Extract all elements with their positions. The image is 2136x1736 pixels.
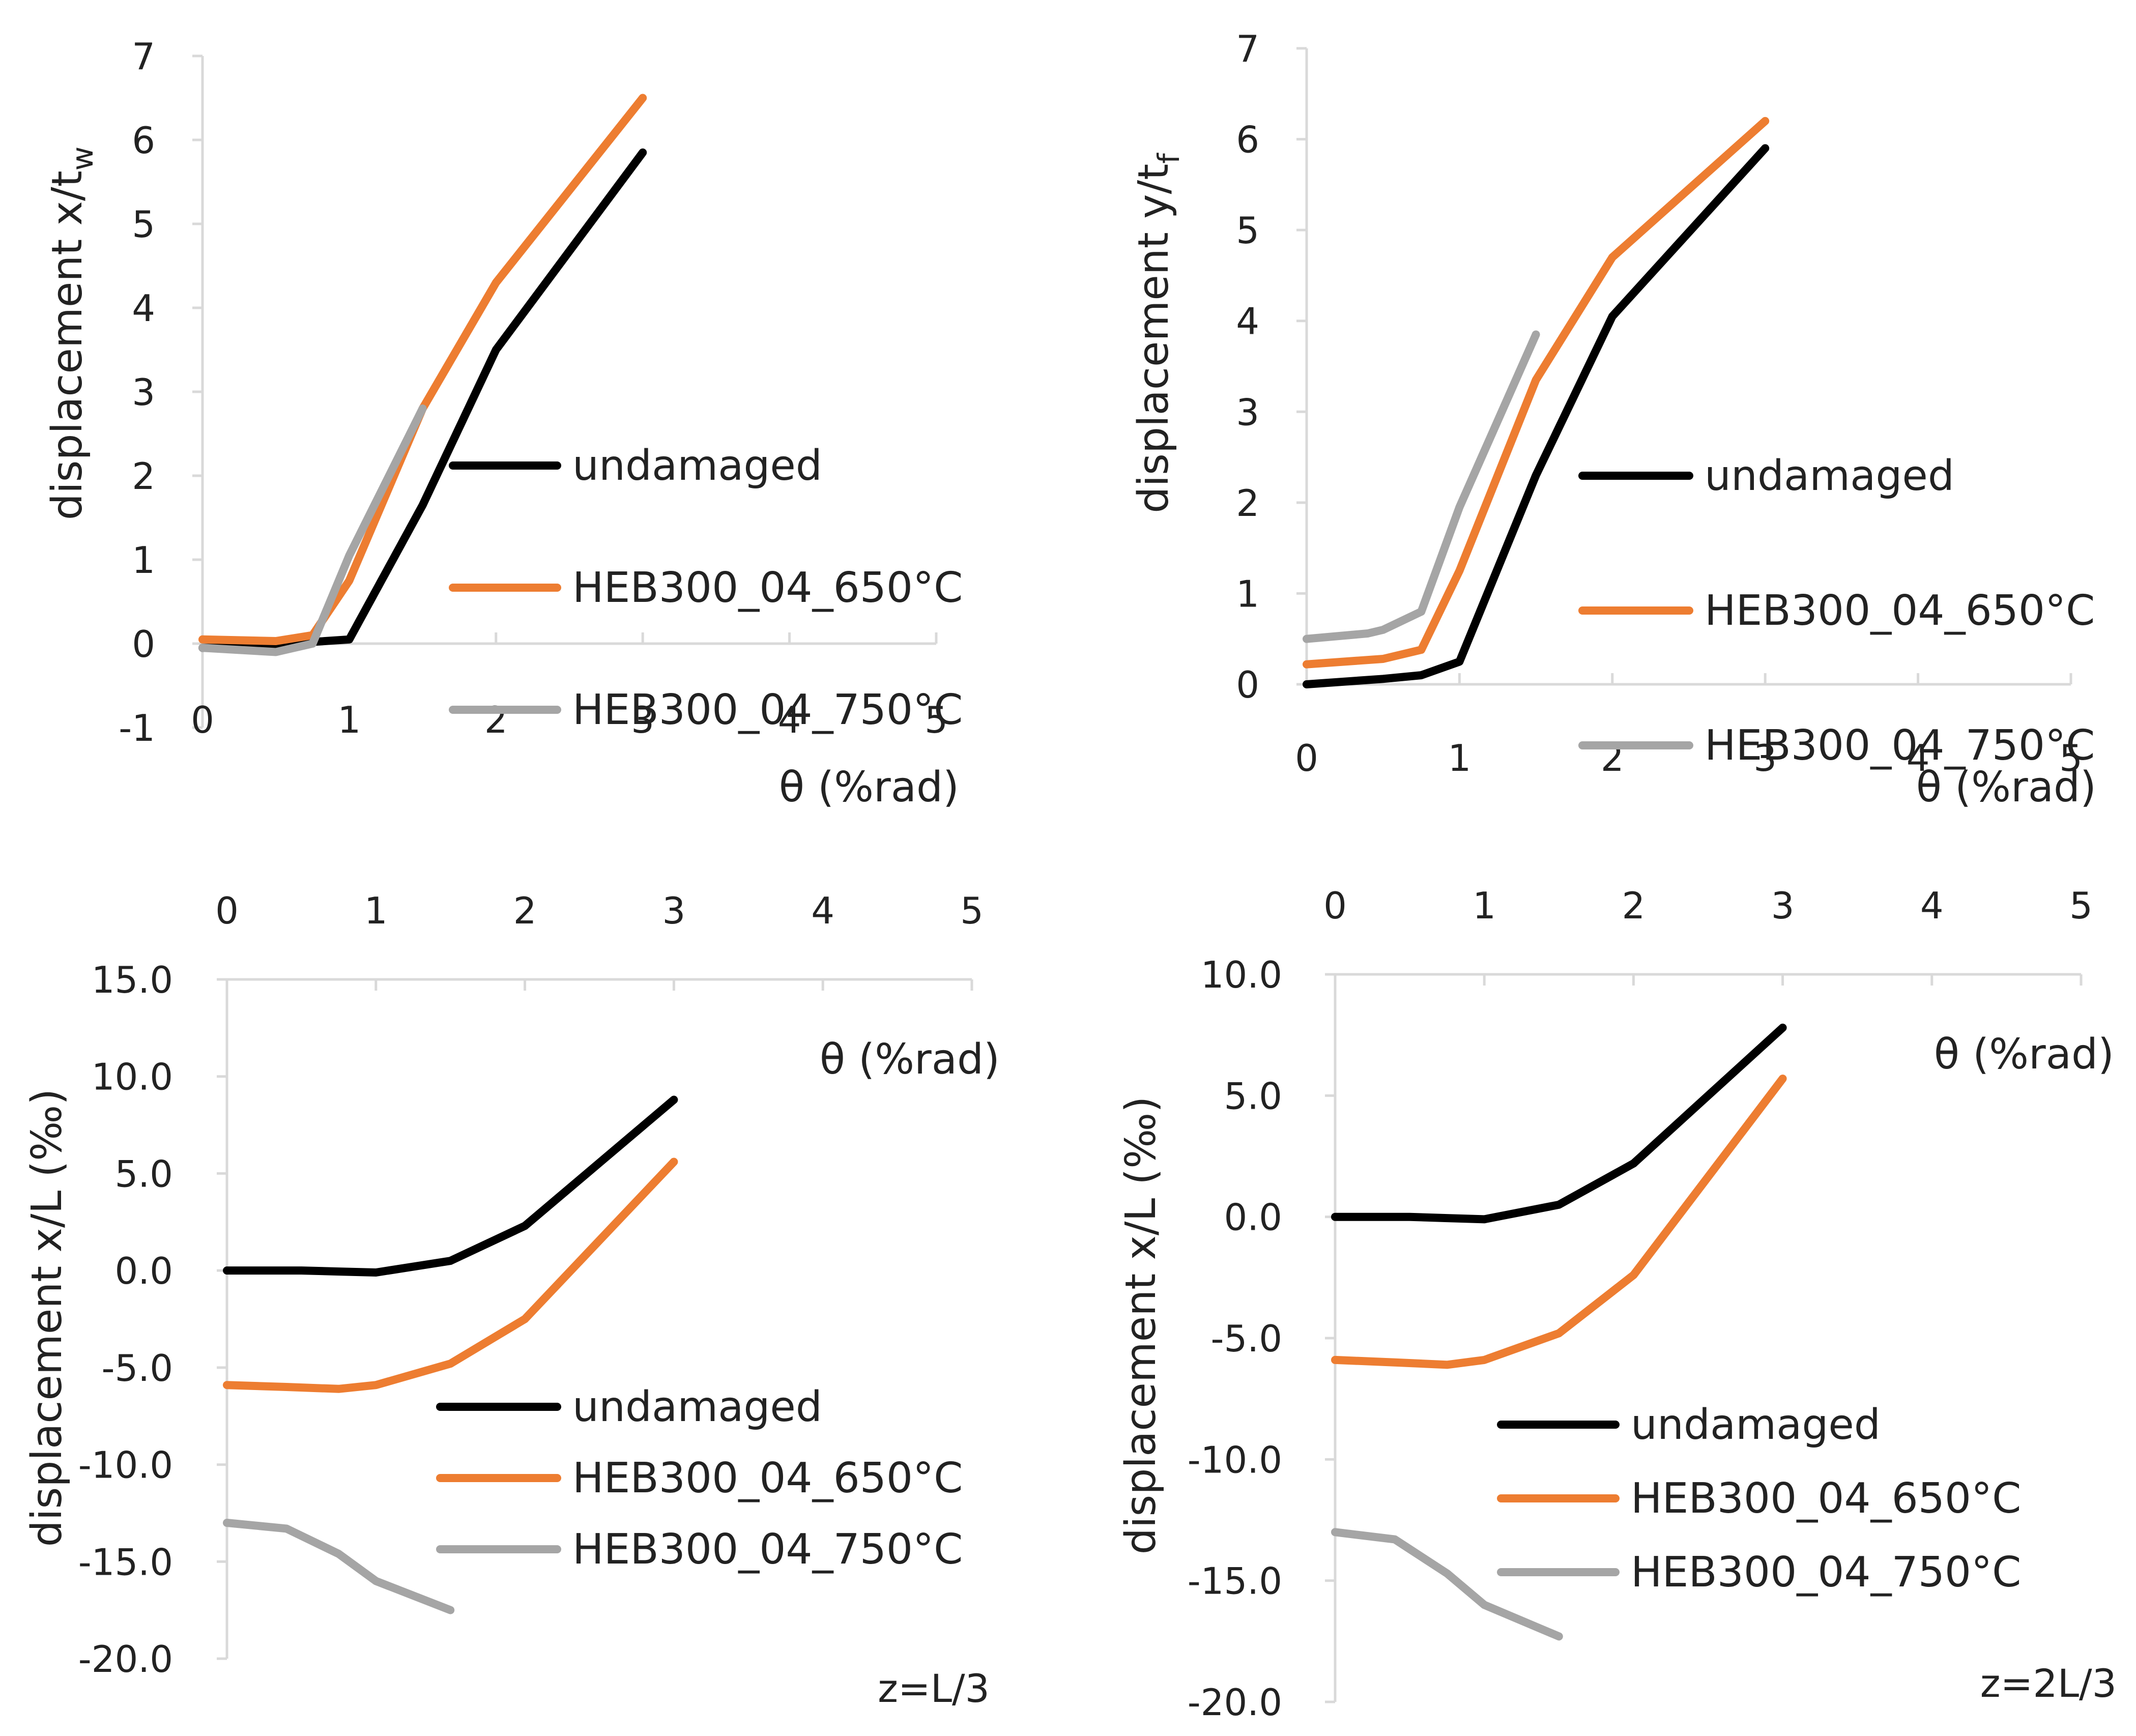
- y-tick-label: 5.0: [114, 1152, 173, 1195]
- legend-label-650: HEB300_04_650°C: [1705, 587, 2095, 635]
- y-tick-label: 6: [132, 119, 155, 162]
- y-tick-label: -10.0: [1188, 1438, 1282, 1481]
- y-tick-label: -10.0: [78, 1444, 173, 1487]
- y-tick-label: 5: [132, 203, 155, 246]
- series-line-undamaged: [1303, 144, 1770, 688]
- series-line-750: [1331, 1528, 1563, 1641]
- series-line-undamaged: [223, 1095, 678, 1277]
- series-line-750: [223, 1519, 455, 1614]
- legend-label-undamaged: undamaged: [1705, 452, 1954, 500]
- y-tick-label: 5: [1236, 209, 1259, 252]
- y-tick-label: 7: [1236, 27, 1259, 70]
- panel-annotation: z=2L/3: [1980, 1661, 2117, 1706]
- x-tick-label: 5: [960, 889, 984, 932]
- x-tick-label: 3: [631, 699, 654, 741]
- series-line-750: [1303, 330, 1540, 643]
- x-tick-label: 5: [925, 699, 948, 741]
- panel-bottom-right: -20.0 -15.0 -10.0 -5.0 0.0 5.0 10.0 0 1 2 3 4 5 θ (%r…: [1117, 884, 2117, 1724]
- series-line-undamaged: [1331, 1023, 1787, 1224]
- y-tick-label: -5.0: [102, 1347, 173, 1390]
- y-tick-label: -15.0: [1188, 1560, 1282, 1603]
- legend-label-650: HEB300_04_650°C: [1631, 1474, 2021, 1523]
- legend-label-650: HEB300_04_650°C: [572, 1454, 963, 1502]
- y-tick-label: 15.0: [92, 959, 173, 1001]
- legend: undamaged HEB300_04_650°C HEB300_04_750°C: [436, 1383, 963, 1574]
- y-tick-label: 2: [1236, 482, 1259, 525]
- y-tick-label: -5.0: [1211, 1317, 1282, 1360]
- x-tick-label: 1: [364, 889, 388, 932]
- series-line-750: [198, 404, 427, 656]
- x-tick-label: 3: [1753, 737, 1777, 779]
- legend: undamaged HEB300_04_650°C HEB300_04_750°C: [1578, 452, 2095, 770]
- series-line-650: [198, 94, 647, 645]
- legend-label-750: HEB300_04_750°C: [572, 1525, 963, 1574]
- y-tick-label: 0: [1236, 663, 1259, 706]
- y-tick-label: 0.0: [1224, 1196, 1282, 1239]
- legend: undamaged HEB300_04_650°C HEB300_04_750°C: [449, 442, 963, 734]
- series-line-650: [1331, 1075, 1787, 1369]
- x-tick-label: 2: [484, 699, 508, 741]
- y-tick-label: 3: [132, 371, 155, 414]
- x-tick-label: 4: [1907, 737, 1930, 779]
- x-tick-label: 2: [513, 889, 537, 932]
- x-axis-title: θ (%rad): [1934, 1030, 2114, 1079]
- panel-bottom-left: -20.0 -15.0 -10.0 -5.0 0.0 5.0 10.0 15.0 0 1 2 3 4 5 θ…: [23, 889, 1000, 1711]
- legend-label-undamaged: undamaged: [572, 442, 822, 490]
- x-tick-label: 1: [337, 699, 361, 741]
- x-tick-label: 4: [1920, 884, 1944, 927]
- y-axis-title: displacement x/L (‰): [1117, 1096, 1165, 1555]
- x-tick-label: 3: [1771, 884, 1795, 927]
- x-tick-label: 1: [1448, 737, 1471, 779]
- x-tick-label: 4: [778, 699, 801, 741]
- y-tick-label: 0: [132, 623, 155, 666]
- legend-label-undamaged: undamaged: [1631, 1401, 1881, 1449]
- y-tick-label: 4: [132, 287, 155, 330]
- x-tick-label: 0: [191, 699, 214, 741]
- y-tick-label: -15.0: [78, 1541, 173, 1583]
- legend: undamaged HEB300_04_650°C HEB300_04_750°C: [1497, 1401, 2021, 1597]
- x-tick-label: 5: [2059, 737, 2083, 779]
- legend-label-750: HEB300_04_750°C: [1631, 1548, 2021, 1597]
- legend-label-750: HEB300_04_750°C: [1705, 721, 2095, 770]
- x-tick-label: 0: [1295, 737, 1318, 779]
- series-line-650: [223, 1158, 678, 1393]
- y-tick-label: 7: [132, 35, 155, 78]
- x-tick-label: 3: [662, 889, 685, 932]
- y-tick-label: -1: [119, 707, 155, 749]
- y-tick-label: 6: [1236, 119, 1259, 161]
- x-axis-title: θ (%rad): [820, 1035, 1000, 1084]
- x-tick-label: 2: [1622, 884, 1645, 927]
- panel-top-left: -1 0 1 2 3 4 5 6 7 0 1 2 3 4 5 θ (%rad) displacement x/t…: [43, 35, 963, 812]
- x-tick-label: 1: [1473, 884, 1496, 927]
- x-tick-label: 4: [811, 889, 834, 932]
- y-tick-label: 10.0: [92, 1056, 173, 1098]
- y-tick-label: 5.0: [1224, 1075, 1282, 1117]
- y-axis-title: displacement x/L (‰): [23, 1089, 71, 1547]
- y-tick-label: 2: [132, 455, 155, 498]
- legend-label-undamaged: undamaged: [572, 1383, 822, 1431]
- y-tick-label: 3: [1236, 391, 1259, 433]
- legend-label-650: HEB300_04_650°C: [572, 564, 963, 612]
- y-axis-title: displacement x/tw: [43, 147, 100, 520]
- y-tick-label: -20.0: [78, 1638, 173, 1681]
- y-tick-label: 0.0: [114, 1250, 173, 1292]
- x-axis-title: θ (%rad): [1916, 763, 2096, 812]
- legend-label-750: HEB300_04_750°C: [572, 686, 963, 734]
- series-line-650: [1303, 117, 1770, 669]
- y-tick-label: 4: [1236, 300, 1259, 343]
- x-tick-label: 0: [1323, 884, 1347, 927]
- y-tick-label: 1: [1236, 572, 1259, 615]
- x-axis-title: θ (%rad): [779, 763, 959, 812]
- x-tick-label: 0: [215, 889, 239, 932]
- y-axis-title: displacement y/tf: [1130, 153, 1186, 513]
- y-tick-label: -20.0: [1188, 1681, 1282, 1724]
- y-tick-label: 1: [132, 539, 155, 582]
- panel-annotation: z=L/3: [878, 1666, 990, 1711]
- x-tick-label: 5: [2069, 884, 2093, 927]
- y-tick-label: 10.0: [1201, 953, 1282, 996]
